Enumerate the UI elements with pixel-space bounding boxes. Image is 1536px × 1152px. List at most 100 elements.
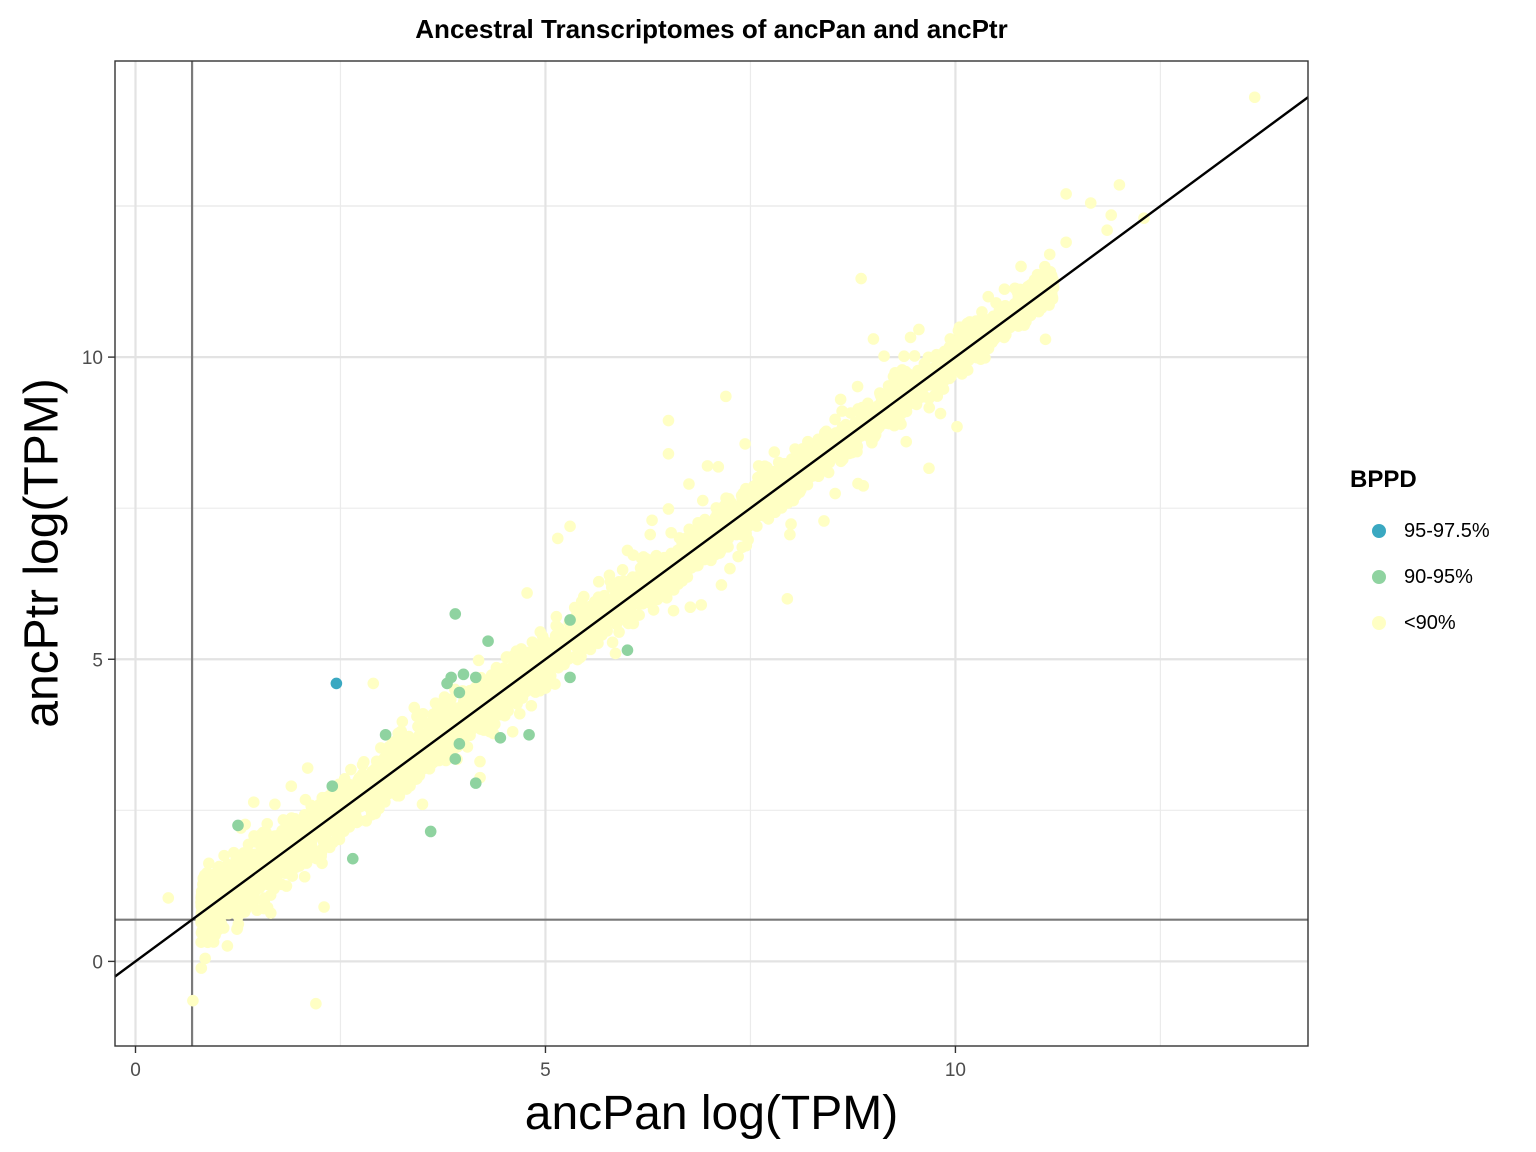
point-lt90 xyxy=(719,523,732,535)
data-points xyxy=(162,91,1261,1010)
point-lt90 xyxy=(662,414,675,427)
y-tick-label: 5 xyxy=(92,650,103,671)
point-lt90 xyxy=(412,720,424,733)
point-lt90 xyxy=(829,413,841,426)
point-lt90 xyxy=(269,798,281,811)
point-lt90 xyxy=(207,922,220,934)
point-lt90 xyxy=(221,940,234,952)
point-lt90 xyxy=(550,619,562,632)
point-lt90 xyxy=(888,419,901,432)
point-lt90 xyxy=(1009,282,1021,295)
point-lt90 xyxy=(371,756,384,769)
point-lt90 xyxy=(595,622,607,635)
point-lt90 xyxy=(998,283,1011,295)
point-lt90 xyxy=(631,573,644,586)
point-lt90 xyxy=(923,392,935,405)
point-lt90 xyxy=(315,828,327,840)
point-lt90 xyxy=(957,321,970,333)
point-lt90 xyxy=(683,523,696,536)
point-lt90 xyxy=(747,480,760,493)
point-lt90 xyxy=(309,808,322,821)
y-tick-label: 0 xyxy=(92,952,103,973)
point-lt90 xyxy=(289,813,301,825)
point-lt90 xyxy=(474,755,486,768)
point-lt90 xyxy=(264,907,277,919)
point-lt90 xyxy=(686,555,699,568)
point-lt90 xyxy=(609,647,622,660)
point-lt90 xyxy=(775,502,788,514)
point-lt90 xyxy=(739,438,751,450)
point-lt90 xyxy=(676,537,689,549)
point-lt90 xyxy=(818,515,830,527)
point-lt90 xyxy=(317,841,330,853)
point-lt90 xyxy=(759,474,772,487)
point-lt90 xyxy=(720,390,732,403)
legend-label-90-95: 90-95% xyxy=(1404,565,1473,588)
point-lt90 xyxy=(650,549,663,562)
point-lt90 xyxy=(415,758,427,771)
point-lt90 xyxy=(621,581,634,593)
point-lt90 xyxy=(778,458,791,470)
point-lt90 xyxy=(351,816,363,829)
point-lt90 xyxy=(707,543,719,555)
point-lt90 xyxy=(812,433,825,446)
point-lt90 xyxy=(785,518,797,530)
point-lt90 xyxy=(274,831,286,844)
point-lt90 xyxy=(644,528,657,541)
point-lt90 xyxy=(720,492,732,504)
y-tick-label: 10 xyxy=(82,348,103,369)
point-lt90 xyxy=(943,372,956,385)
point-lt90 xyxy=(405,772,418,785)
point-lt90 xyxy=(318,901,330,913)
point-90-95 xyxy=(449,608,462,620)
point-lt90 xyxy=(834,393,847,406)
point-lt90 xyxy=(645,566,657,579)
point-lt90 xyxy=(367,677,380,690)
point-lt90 xyxy=(570,650,583,662)
point-lt90 xyxy=(660,567,673,579)
point-lt90 xyxy=(511,698,523,710)
point-lt90 xyxy=(762,464,774,476)
x-tick-label: 0 xyxy=(130,1060,141,1081)
legend-key-lt90 xyxy=(1372,616,1386,630)
point-lt90 xyxy=(784,528,796,541)
point-lt90 xyxy=(855,272,867,285)
x-axis-label: ancPan log(TPM) xyxy=(524,1087,899,1140)
point-lt90 xyxy=(340,813,352,826)
point-lt90 xyxy=(261,818,274,830)
point-lt90 xyxy=(836,405,848,417)
point-lt90 xyxy=(603,569,616,582)
point-lt90 xyxy=(989,332,1001,345)
point-lt90 xyxy=(476,702,489,715)
point-lt90 xyxy=(589,637,601,649)
point-lt90 xyxy=(471,715,484,727)
point-lt90 xyxy=(310,997,322,1010)
point-lt90 xyxy=(523,651,536,664)
point-lt90 xyxy=(521,587,533,599)
point-lt90 xyxy=(868,402,881,415)
diagonal-line xyxy=(114,96,1309,978)
point-90-95 xyxy=(469,671,482,684)
point-lt90 xyxy=(197,894,209,906)
point-lt90 xyxy=(979,352,991,364)
point-90-95 xyxy=(232,819,244,832)
point-lt90 xyxy=(578,590,590,603)
gridlines xyxy=(115,61,1308,1046)
point-lt90 xyxy=(547,659,559,672)
point-lt90 xyxy=(835,455,847,468)
point-lt90 xyxy=(1113,179,1126,191)
point-lt90 xyxy=(659,583,672,596)
point-lt90 xyxy=(724,562,736,575)
point-lt90 xyxy=(201,877,213,890)
point-lt90 xyxy=(606,636,619,649)
point-lt90 xyxy=(556,657,568,670)
point-lt90 xyxy=(768,446,781,458)
point-lt90 xyxy=(234,860,247,872)
point-lt90 xyxy=(1035,269,1048,282)
point-lt90 xyxy=(1043,248,1056,261)
plot-border xyxy=(114,60,1309,1047)
point-lt90 xyxy=(358,756,370,768)
point-lt90 xyxy=(714,511,727,523)
point-lt90 xyxy=(851,380,864,393)
